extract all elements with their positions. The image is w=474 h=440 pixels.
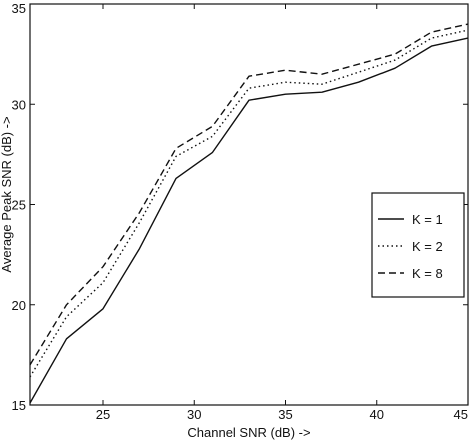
x-axis-title: Channel SNR (dB) ->	[187, 425, 310, 440]
x-tick-label: 45	[454, 407, 468, 422]
plot-area	[29, 23, 469, 404]
series-line-2	[29, 29, 469, 378]
y-axis-title: Average Peak SNR (dB) ->	[0, 116, 14, 272]
y-tick-label: 35	[12, 1, 26, 16]
x-tick-label: 40	[370, 407, 384, 422]
axes: 25 30 35 40 45 15 20 25 30 35	[12, 1, 469, 422]
legend-label-3: K = 8	[412, 266, 443, 281]
legend-box	[371, 192, 465, 298]
legend-label-2: K = 2	[412, 239, 443, 254]
series-line-3	[29, 23, 469, 366]
legend-label-1: K = 1	[412, 212, 443, 227]
series-line-1	[29, 37, 469, 404]
y-tick-label: 25	[12, 198, 26, 213]
y-tick-label: 30	[12, 97, 26, 112]
y-tick-label: 15	[12, 398, 26, 413]
x-tick-label: 30	[187, 407, 201, 422]
x-tick-label: 35	[278, 407, 292, 422]
y-tick-label: 20	[12, 298, 26, 313]
legend: K = 1 K = 2 K = 8	[371, 192, 465, 298]
x-tick-label: 25	[96, 407, 110, 422]
